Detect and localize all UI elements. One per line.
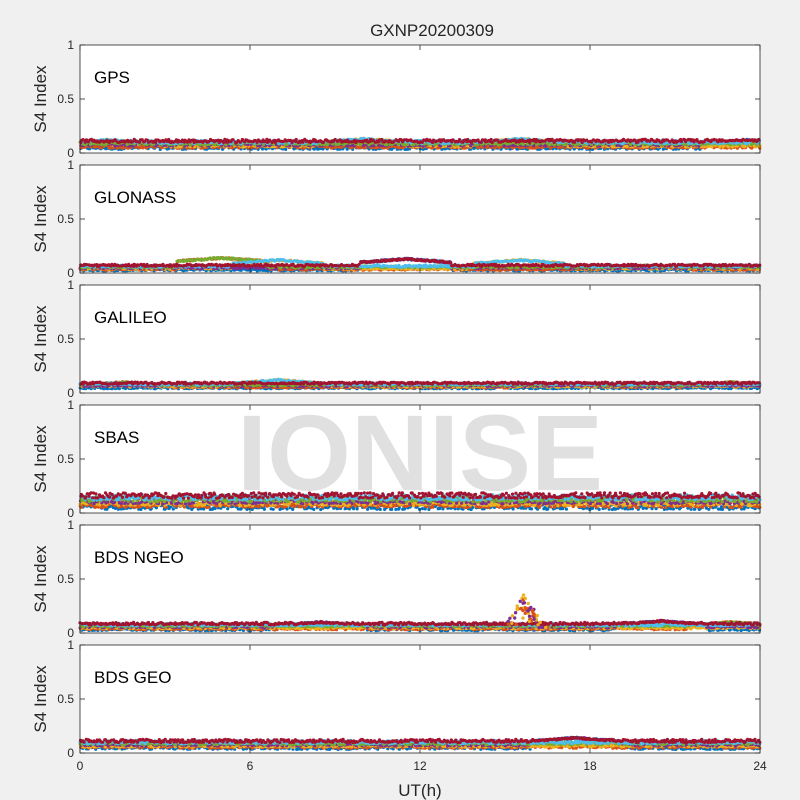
data-point [543, 144, 548, 148]
plot-area [80, 165, 760, 273]
data-point [240, 137, 244, 142]
data-point [231, 138, 235, 142]
y-tick-label: 0.5 [57, 92, 74, 106]
figure-title: GXNP20200309 [370, 21, 494, 40]
data-point [396, 143, 400, 147]
data-point [284, 147, 288, 151]
data-point [580, 140, 584, 145]
data-point [550, 137, 554, 141]
data-point [301, 140, 305, 144]
plot-area [80, 45, 760, 153]
data-point [457, 138, 462, 142]
panel-label: GPS [94, 68, 130, 87]
data-point [489, 137, 493, 142]
data-point [81, 138, 85, 142]
data-point [294, 137, 298, 142]
y-axis-label: S4 Index [31, 65, 50, 133]
data-point [710, 145, 714, 149]
data-point [222, 140, 226, 144]
y-tick-label: 1 [67, 38, 74, 52]
data-point [268, 138, 272, 142]
data-point [521, 142, 525, 146]
